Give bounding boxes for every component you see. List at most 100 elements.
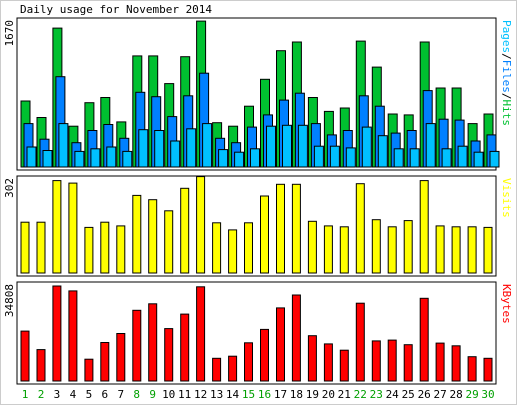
bar-kbytes-day-6 bbox=[100, 342, 110, 382]
bar-visits-day-13 bbox=[212, 222, 222, 274]
panel-usage-max-label: 1670 bbox=[3, 20, 16, 47]
bar-visits-day-18 bbox=[291, 183, 301, 274]
bar-visits-day-12 bbox=[196, 176, 206, 274]
panel-usage-legend: Pages/Files/Hits bbox=[500, 20, 513, 126]
bar-visits-day-11 bbox=[180, 187, 190, 274]
legend-part-0: Pages bbox=[500, 20, 513, 53]
bar-kbytes-day-23 bbox=[371, 340, 381, 382]
bar-visits-day-2 bbox=[36, 221, 46, 274]
legend-part-1: / bbox=[500, 53, 513, 60]
bar-kbytes-day-8 bbox=[132, 309, 142, 382]
bar-pages-day-22 bbox=[361, 126, 372, 168]
legend-part-2: Files bbox=[500, 60, 513, 93]
bar-kbytes-day-1 bbox=[20, 330, 30, 382]
x-tick-label-12: 12 bbox=[194, 388, 207, 401]
panel-kbytes-border bbox=[16, 281, 497, 385]
x-tick-label-11: 11 bbox=[178, 388, 191, 401]
bar-pages-day-27 bbox=[441, 148, 452, 168]
x-tick-label-17: 17 bbox=[274, 388, 287, 401]
bar-pages-day-25 bbox=[409, 148, 420, 168]
bar-pages-day-1 bbox=[26, 146, 37, 168]
bar-kbytes-day-27 bbox=[435, 342, 445, 382]
panel-usage-border bbox=[16, 17, 497, 171]
bar-pages-day-28 bbox=[457, 145, 468, 168]
bar-pages-day-29 bbox=[473, 151, 484, 168]
bar-pages-day-16 bbox=[266, 125, 276, 168]
bar-visits-day-28 bbox=[451, 226, 461, 274]
bar-pages-day-10 bbox=[170, 140, 181, 168]
legend-part-4: Hits bbox=[500, 100, 513, 127]
x-tick-label-28: 28 bbox=[449, 388, 462, 401]
bar-visits-day-10 bbox=[164, 210, 174, 274]
bar-kbytes-day-16 bbox=[260, 328, 269, 382]
bar-pages-day-18 bbox=[297, 124, 308, 168]
bar-kbytes-day-18 bbox=[291, 294, 301, 382]
panel-kbytes-max-label: 34808 bbox=[3, 284, 16, 317]
panel-visits-legend: Visits bbox=[500, 178, 513, 218]
bar-pages-day-20 bbox=[329, 145, 340, 168]
bar-pages-day-4 bbox=[74, 150, 85, 168]
bar-pages-day-6 bbox=[106, 146, 117, 168]
bar-kbytes-day-14 bbox=[228, 355, 238, 382]
panel-visits-max-label: 302 bbox=[3, 178, 16, 198]
x-tick-label-14: 14 bbox=[226, 388, 240, 401]
bar-visits-day-5 bbox=[84, 226, 94, 274]
x-tick-label-1: 1 bbox=[22, 388, 29, 401]
bar-kbytes-day-17 bbox=[276, 307, 285, 382]
bar-visits-day-24 bbox=[387, 226, 397, 274]
bar-visits-day-3 bbox=[52, 180, 62, 274]
bar-kbytes-day-13 bbox=[212, 357, 222, 382]
x-tick-label-26: 26 bbox=[418, 388, 431, 401]
panel-visits-border bbox=[16, 175, 497, 277]
bar-kbytes-day-22 bbox=[355, 302, 365, 382]
bar-pages-day-7 bbox=[122, 150, 133, 168]
bar-kbytes-day-25 bbox=[403, 344, 413, 382]
bar-visits-day-22 bbox=[355, 183, 365, 274]
bar-visits-day-14 bbox=[228, 229, 238, 274]
x-tick-label-2: 2 bbox=[38, 388, 45, 401]
bar-pages-day-3 bbox=[58, 123, 69, 168]
bar-pages-day-15 bbox=[250, 148, 260, 168]
x-tick-label-30: 30 bbox=[481, 388, 494, 401]
bar-kbytes-day-7 bbox=[116, 333, 126, 382]
bar-kbytes-day-12 bbox=[196, 286, 206, 382]
bar-kbytes-day-19 bbox=[307, 335, 317, 382]
x-tick-label-7: 7 bbox=[117, 388, 124, 401]
bar-visits-day-16 bbox=[260, 195, 269, 274]
bar-visits-day-7 bbox=[116, 225, 126, 274]
legend-part-0: Visits bbox=[500, 178, 513, 218]
chart-title: Daily usage for November 2014 bbox=[20, 3, 213, 16]
x-tick-label-21: 21 bbox=[338, 388, 351, 401]
x-tick-label-27: 27 bbox=[433, 388, 446, 401]
bar-pages-day-12 bbox=[202, 123, 213, 168]
x-tick-label-10: 10 bbox=[162, 388, 175, 401]
bar-pages-day-17 bbox=[282, 124, 292, 168]
bar-visits-day-9 bbox=[148, 199, 158, 274]
bar-visits-day-1 bbox=[20, 221, 30, 274]
bar-kbytes-day-2 bbox=[36, 349, 46, 382]
bar-pages-day-19 bbox=[313, 145, 324, 168]
x-tick-label-23: 23 bbox=[370, 388, 383, 401]
x-tick-label-4: 4 bbox=[70, 388, 77, 401]
x-tick-label-25: 25 bbox=[402, 388, 415, 401]
bar-kbytes-day-30 bbox=[483, 357, 493, 382]
bar-visits-day-21 bbox=[339, 226, 349, 274]
bar-visits-day-25 bbox=[403, 220, 413, 274]
bar-pages-day-2 bbox=[42, 150, 53, 168]
bar-visits-day-29 bbox=[467, 226, 477, 274]
x-tick-label-8: 8 bbox=[133, 388, 140, 401]
bar-pages-day-14 bbox=[234, 151, 245, 168]
x-tick-label-20: 20 bbox=[322, 388, 335, 401]
bar-pages-day-24 bbox=[393, 148, 404, 168]
bar-kbytes-day-26 bbox=[419, 297, 429, 382]
bar-pages-day-30 bbox=[489, 150, 500, 168]
x-tick-label-19: 19 bbox=[306, 388, 319, 401]
bar-visits-day-27 bbox=[435, 225, 445, 274]
bar-visits-day-26 bbox=[419, 180, 429, 274]
bar-visits-day-19 bbox=[307, 220, 317, 274]
bar-visits-day-15 bbox=[244, 222, 253, 274]
x-tick-label-5: 5 bbox=[86, 388, 93, 401]
bar-kbytes-day-5 bbox=[84, 358, 94, 382]
